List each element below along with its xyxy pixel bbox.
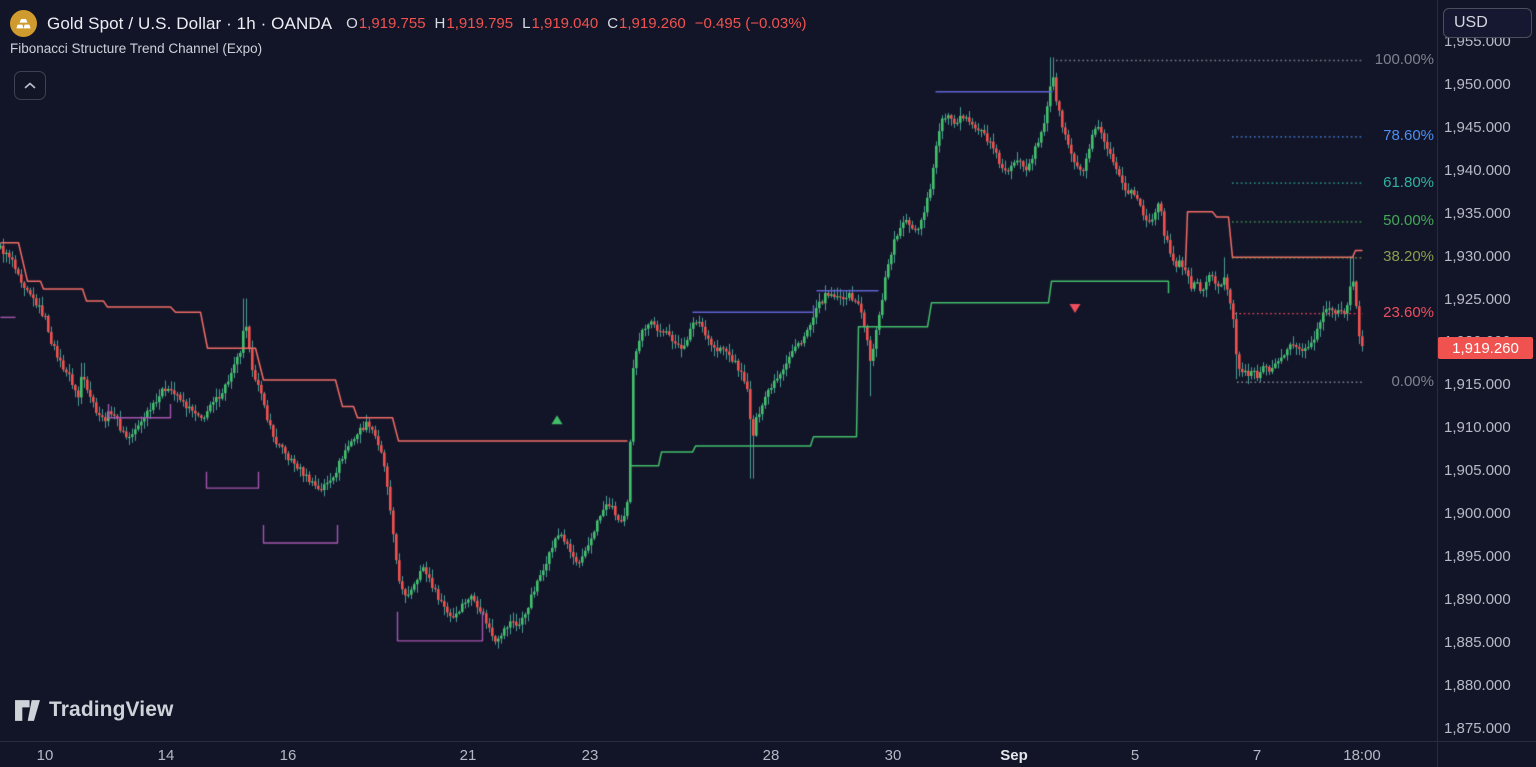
fib-level-label: 100.00% <box>1374 50 1434 68</box>
time-tick-label: 7 <box>1252 747 1262 764</box>
tradingview-logo-icon <box>15 699 40 721</box>
indicator-title[interactable]: Fibonacci Structure Trend Channel (Expo) <box>10 41 263 56</box>
price-tick-label: 1,890.000 <box>1444 590 1511 608</box>
close-value: 1,919.260 <box>619 15 686 32</box>
time-tick-label: 10 <box>36 747 54 764</box>
time-tick-label: Sep <box>1000 747 1028 764</box>
price-tick-label: 1,880.000 <box>1444 676 1511 694</box>
high-label: H <box>434 15 446 32</box>
price-tick-label: 1,915.000 <box>1444 376 1511 394</box>
time-tick-label: 30 <box>884 747 902 764</box>
fib-level-label: 0.00% <box>1391 372 1434 390</box>
price-tick-label: 1,930.000 <box>1444 247 1511 265</box>
open-label: O <box>346 15 358 32</box>
tradingview-logo[interactable]: TradingView <box>14 698 173 722</box>
price-axis[interactable]: 1,955.000 1,950.000 1,945.000 1,940.000 1,93… <box>1438 0 1536 741</box>
time-tick-label: 28 <box>762 747 780 764</box>
price-tick-label: 1,905.000 <box>1444 462 1511 480</box>
price-axis-border <box>1437 0 1438 767</box>
currency-button[interactable]: USD <box>1443 8 1532 38</box>
price-tick-label: 1,875.000 <box>1444 719 1511 737</box>
price-tick-label: 1,945.000 <box>1444 118 1511 136</box>
current-price-label: 1,919.260 <box>1438 337 1533 359</box>
time-tick-label: 14 <box>157 747 175 764</box>
price-tick-label: 1,940.000 <box>1444 161 1511 179</box>
close-label: C <box>607 15 619 32</box>
gold-symbol-icon <box>10 10 37 37</box>
ohlc-values: O 1,919.755 H 1,919.795 L 1,919.040 C 1,919.… <box>346 15 806 32</box>
change-value: −0.495 (−0.03%) <box>694 15 807 32</box>
fib-level-label: 78.60% <box>1383 127 1434 145</box>
price-tick-label: 1,910.000 <box>1444 419 1511 437</box>
time-axis-border <box>0 741 1536 742</box>
fib-level-label: 61.80% <box>1383 173 1434 191</box>
time-tick-label: 23 <box>581 747 599 764</box>
low-value: 1,919.040 <box>531 15 599 32</box>
fib-level-label: 50.00% <box>1383 212 1434 230</box>
symbol-title[interactable]: Gold Spot / U.S. Dollar · 1h · OANDA <box>47 13 333 33</box>
time-tick-label: 5 <box>1130 747 1140 764</box>
price-tick-label: 1,950.000 <box>1444 76 1511 93</box>
chart-header: Gold Spot / U.S. Dollar · 1h · OANDA O 1,… <box>10 10 807 37</box>
price-tick-label: 1,885.000 <box>1444 633 1511 651</box>
collapse-indicator-button[interactable] <box>14 71 46 100</box>
tradingview-logo-text: TradingView <box>49 698 174 721</box>
price-tick-label: 1,925.000 <box>1444 290 1511 308</box>
high-value: 1,919.795 <box>446 15 514 32</box>
price-tick-label: 1,895.000 <box>1444 547 1511 565</box>
time-tick-label: 21 <box>459 747 477 764</box>
price-tick-label: 1,900.000 <box>1444 505 1511 522</box>
low-label: L <box>522 15 531 32</box>
time-axis[interactable]: 10 14 16 21 23 28 30 Sep 5 7 18:00 <box>0 742 1437 767</box>
time-tick-label: 18:00 <box>1343 747 1381 764</box>
price-tick-label: 1,935.000 <box>1444 204 1511 222</box>
fib-level-label: 38.20% <box>1383 248 1434 266</box>
chevron-up-icon <box>24 82 36 89</box>
open-value: 1,919.755 <box>358 15 426 32</box>
fib-level-label: 23.60% <box>1383 304 1434 322</box>
time-tick-label: 16 <box>279 747 297 764</box>
